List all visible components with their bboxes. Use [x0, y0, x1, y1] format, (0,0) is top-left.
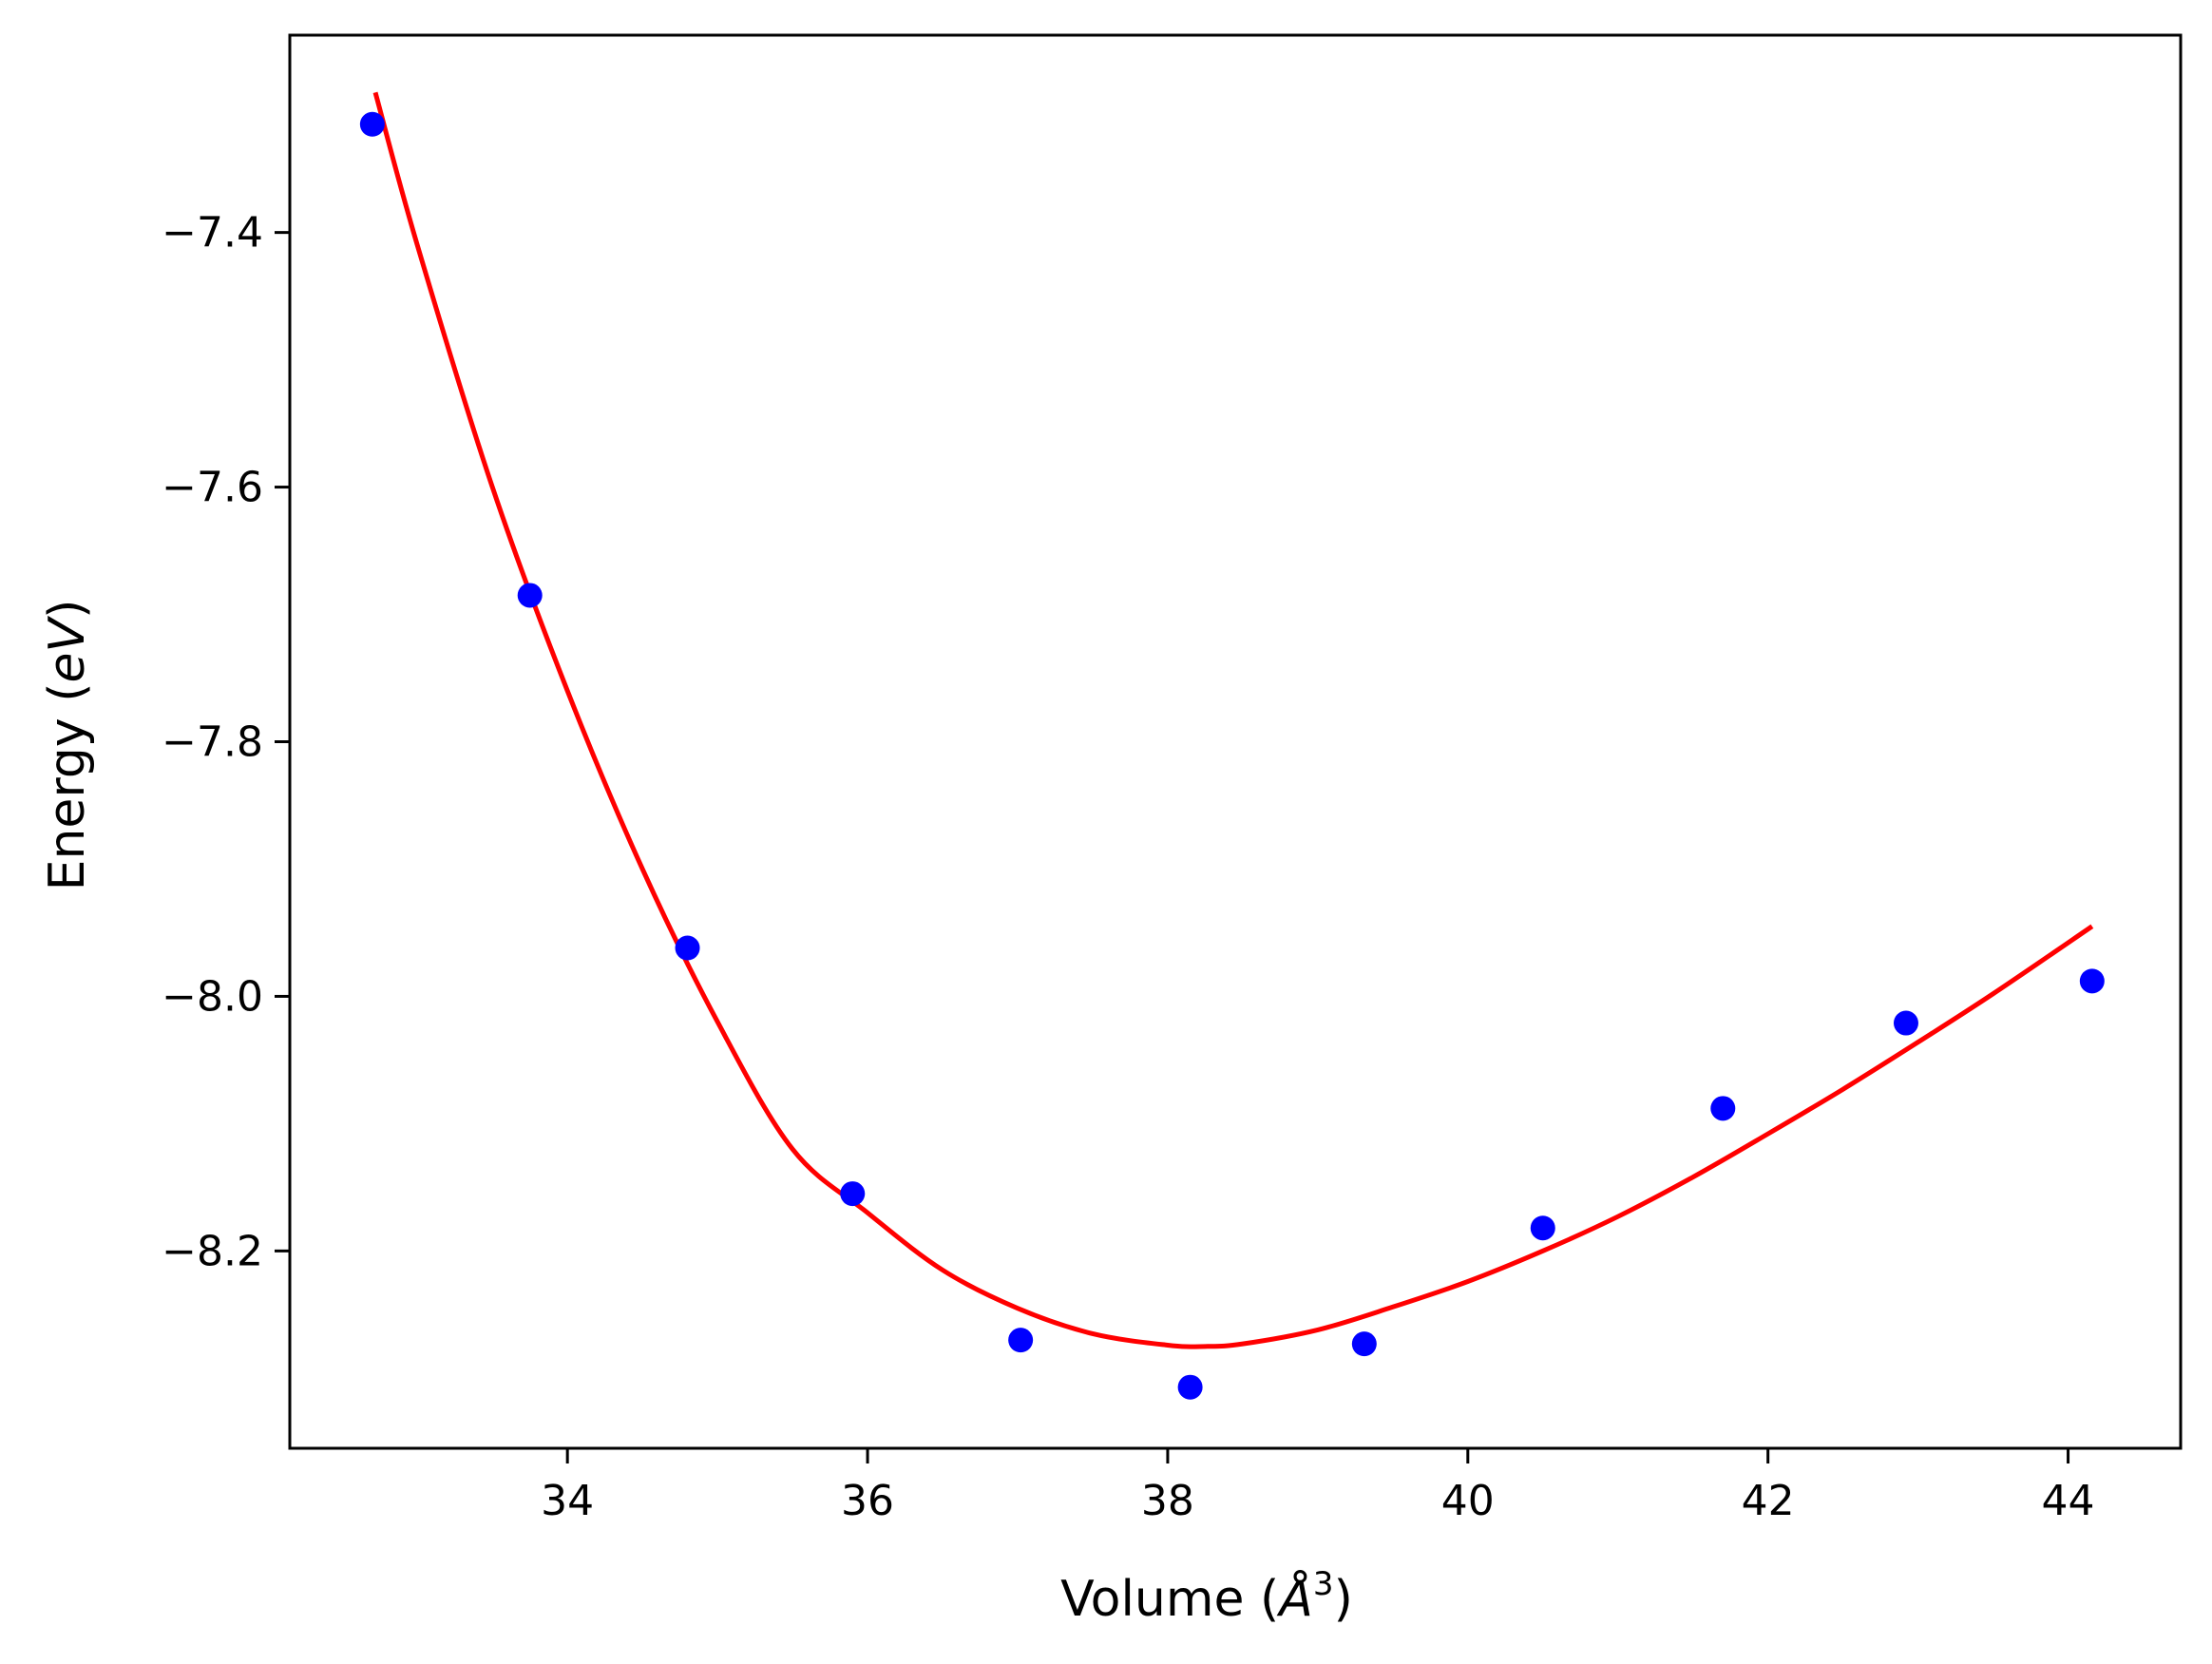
y-axis-label-main: Energy (: [39, 683, 96, 891]
fit-curve-layer: [372, 91, 2094, 1349]
data-point-5: [1008, 1328, 1034, 1353]
y-tick-label-1: −7.4: [162, 209, 263, 258]
x-tick-label-36: 36: [841, 1477, 894, 1525]
x-tick-label-38: 38: [1141, 1477, 1194, 1525]
data-point-1: [359, 111, 385, 137]
x-axis-ticks: 34 36 38 40 42 44: [541, 1448, 2095, 1525]
data-point-8: [1530, 1215, 1555, 1241]
data-point-4: [840, 1181, 866, 1207]
x-axis-label: Volume (Å3): [1060, 1565, 1353, 1628]
y-tick-label-3: −7.8: [162, 718, 263, 767]
x-tick-label-44: 44: [2042, 1477, 2095, 1525]
y-tick-label-2: −7.6: [162, 464, 263, 512]
data-point-2: [517, 583, 543, 608]
data-point-3: [675, 935, 700, 961]
y-axis-ticks: −7.4 −7.6 −7.8 −8.0 −8.2: [162, 209, 290, 1275]
x-axis-label-sup: 3: [1313, 1565, 1334, 1603]
x-axis-label-close: ): [1334, 1571, 1353, 1628]
data-point-7: [1351, 1331, 1377, 1357]
y-axis-label-italic: eV: [39, 616, 96, 683]
x-tick-label-40: 40: [1441, 1477, 1495, 1525]
y-axis-label-close: ): [39, 600, 96, 619]
x-axis-label-main: Volume (: [1060, 1571, 1279, 1628]
data-point-10: [1893, 1010, 1918, 1036]
x-tick-label-34: 34: [541, 1477, 594, 1525]
data-point-11: [2079, 968, 2105, 994]
data-points-layer: [359, 111, 2105, 1400]
x-tick-label-42: 42: [1742, 1477, 1795, 1525]
y-axis-label: Energy (eV): [39, 600, 96, 891]
fit-curve-line: [372, 91, 2094, 1349]
data-point-6: [1177, 1374, 1203, 1400]
y-tick-label-5: −8.2: [162, 1227, 263, 1275]
data-point-9: [1710, 1096, 1736, 1121]
y-tick-label-4: −8.0: [162, 972, 263, 1021]
x-axis-label-symbol: Å: [1276, 1569, 1313, 1628]
